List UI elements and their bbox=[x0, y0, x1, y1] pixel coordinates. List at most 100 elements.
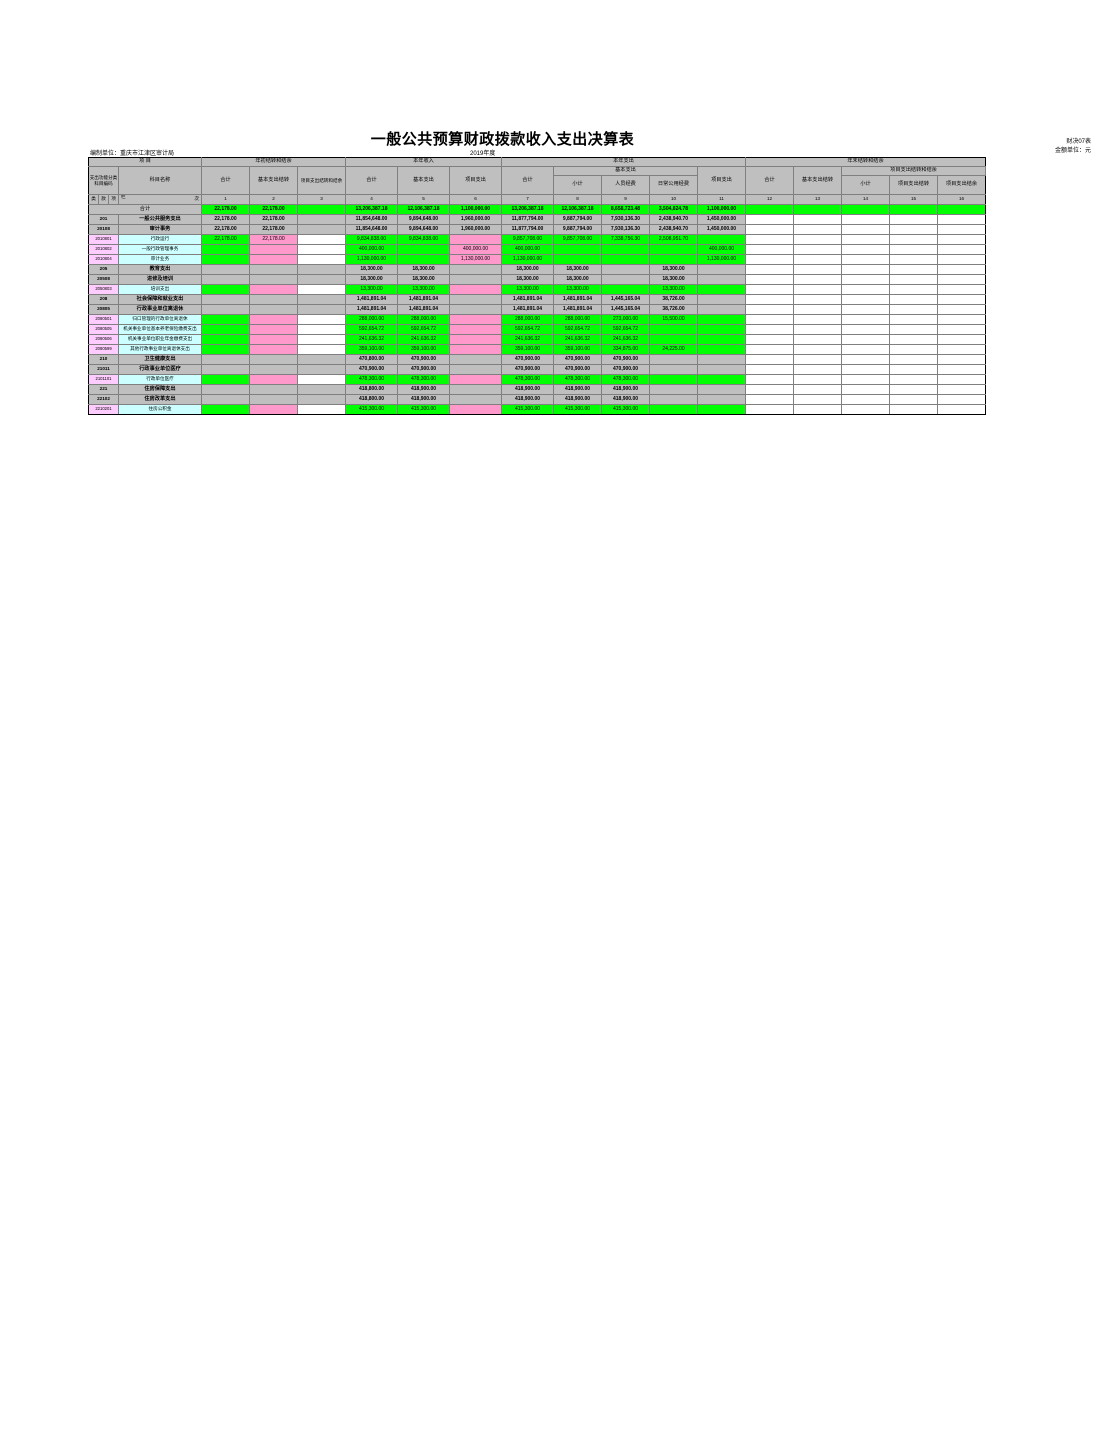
row-cell bbox=[249, 294, 298, 305]
row-cell bbox=[249, 354, 298, 365]
row-cell bbox=[249, 324, 298, 335]
row-code: 2010801 bbox=[88, 234, 119, 245]
header-row-2: 支出功能分类科目编码 科目名称 合计 基本支出结转 项目支出结转和结余 合计 基本支出 项目支… bbox=[88, 166, 986, 195]
row-cell bbox=[649, 244, 698, 255]
row-cell: 9,894,648.00 bbox=[397, 214, 450, 225]
row-cell bbox=[449, 234, 502, 245]
row-name: 机关事业单位基本养老保险缴费支出 bbox=[118, 324, 202, 335]
row-cell: 22,178.00 bbox=[201, 224, 250, 235]
row-code: 2080599 bbox=[88, 344, 119, 355]
row-cell: 400,000.00 bbox=[345, 244, 398, 255]
row-cell bbox=[793, 314, 842, 325]
row-cell: 1,445,165.04 bbox=[601, 294, 650, 305]
header-code-class: 类 bbox=[88, 194, 99, 205]
row-cell bbox=[937, 304, 986, 315]
row-cell: 1,960,000.00 bbox=[449, 214, 502, 225]
row-cell bbox=[249, 394, 298, 405]
row-cell bbox=[297, 304, 346, 315]
row-cell: 334,875.00 bbox=[601, 344, 650, 355]
row-cell bbox=[649, 334, 698, 345]
row-code: 21011 bbox=[88, 364, 119, 375]
row-cell bbox=[793, 244, 842, 255]
compiler-unit-label: 编制单位：重庆市江津区审计局 bbox=[90, 151, 175, 157]
row-code: 2080506 bbox=[88, 334, 119, 345]
row-cell bbox=[841, 344, 890, 355]
row-cell bbox=[889, 344, 938, 355]
header-col-number: 11 bbox=[697, 194, 746, 205]
row-cell: 418,900.00 bbox=[397, 394, 450, 405]
row-cell bbox=[793, 384, 842, 395]
table-row: 221 住房保障支出 418,800.00 418,900.00 418,900.00 4… bbox=[88, 384, 986, 395]
header-group-expense: 本年支出 bbox=[501, 157, 746, 167]
row-cell: 18,300.00 bbox=[397, 264, 450, 275]
total-row-cell: 1,100,000.00 bbox=[697, 204, 746, 215]
row-cell bbox=[841, 294, 890, 305]
row-cell bbox=[745, 274, 794, 285]
row-cell: 470,900.00 bbox=[501, 364, 554, 375]
row-cell bbox=[449, 294, 502, 305]
row-cell: 38,726.00 bbox=[649, 294, 698, 305]
row-cell: 241,636.32 bbox=[553, 334, 602, 345]
table-row: 201 一般公共服务支出 22,178.00 22,178.00 11,854,648.… bbox=[88, 214, 986, 225]
row-cell bbox=[697, 234, 746, 245]
fiscal-year-label: 2019年度 bbox=[470, 151, 496, 157]
header-expense-public: 日常公用经费 bbox=[649, 175, 698, 195]
row-name: 培训支出 bbox=[118, 284, 202, 295]
table-row: 21011 行政事业单位医疗 470,900.00 470,900.00 470,900… bbox=[88, 364, 986, 375]
row-cell bbox=[889, 224, 938, 235]
table-row: 2080506 机关事业单位职业年金缴费支出 241,636.32 241,636.3… bbox=[88, 334, 986, 345]
header-income-total: 合计 bbox=[345, 166, 398, 195]
row-cell bbox=[745, 284, 794, 295]
row-cell: 18,300.00 bbox=[501, 274, 554, 285]
row-cell bbox=[297, 224, 346, 235]
row-cell bbox=[745, 314, 794, 325]
row-cell bbox=[297, 264, 346, 275]
header-subject-name: 科目名称 bbox=[118, 166, 202, 195]
row-cell: 418,900.00 bbox=[501, 394, 554, 405]
row-cell: 18,300.00 bbox=[553, 264, 602, 275]
row-cell: 1,481,891.04 bbox=[345, 294, 398, 305]
row-code: 2010804 bbox=[88, 254, 119, 265]
row-cell bbox=[201, 364, 250, 375]
row-cell: 418,800.00 bbox=[345, 384, 398, 395]
row-cell bbox=[745, 374, 794, 385]
row-cell bbox=[297, 404, 346, 415]
row-cell bbox=[841, 244, 890, 255]
row-cell bbox=[649, 364, 698, 375]
total-row-cell bbox=[745, 204, 794, 215]
row-cell bbox=[201, 314, 250, 325]
table-row: 210 卫生健康支出 470,800.00 470,900.00 470,900.00 4… bbox=[88, 354, 986, 365]
row-cell: 11,854,648.00 bbox=[345, 224, 398, 235]
row-code: 221 bbox=[88, 384, 119, 395]
row-name: 社会保障和就业支出 bbox=[118, 294, 202, 305]
row-code: 2080501 bbox=[88, 314, 119, 325]
row-cell bbox=[745, 344, 794, 355]
row-cell: 9,857,708.00 bbox=[501, 234, 554, 245]
row-cell bbox=[297, 214, 346, 225]
row-cell bbox=[553, 254, 602, 265]
row-cell: 9,887,794.00 bbox=[553, 224, 602, 235]
row-cell bbox=[793, 264, 842, 275]
row-cell bbox=[697, 284, 746, 295]
row-cell bbox=[449, 344, 502, 355]
row-cell bbox=[793, 254, 842, 265]
table-row: 2010801 行政运行 22,178.00 22,178.00 9,834,838.0… bbox=[88, 234, 986, 245]
row-cell bbox=[793, 304, 842, 315]
row-code: 210 bbox=[88, 354, 119, 365]
row-cell: 1,481,891.04 bbox=[397, 304, 450, 315]
row-cell: 418,900.00 bbox=[601, 394, 650, 405]
row-cell bbox=[449, 404, 502, 415]
row-cell bbox=[297, 294, 346, 305]
row-cell bbox=[697, 274, 746, 285]
row-cell bbox=[201, 304, 250, 315]
row-cell bbox=[397, 244, 450, 255]
row-cell bbox=[841, 274, 890, 285]
row-cell bbox=[937, 354, 986, 365]
header-carry-total: 合计 bbox=[201, 166, 250, 195]
row-cell: 478,300.00 bbox=[553, 374, 602, 385]
row-cell: 470,900.00 bbox=[397, 354, 450, 365]
total-row-cell: 12,106,387.18 bbox=[553, 204, 602, 215]
row-cell bbox=[249, 244, 298, 255]
row-cell: 13,300.00 bbox=[397, 284, 450, 295]
table-row: 2050803 培训支出 13,300.00 13,300.00 13,300.00 13… bbox=[88, 284, 986, 295]
